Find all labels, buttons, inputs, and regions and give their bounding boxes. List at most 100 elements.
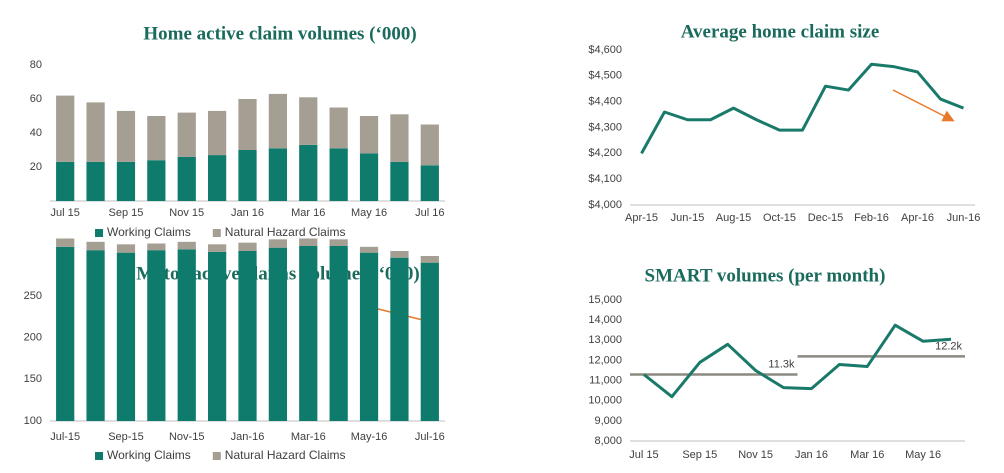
bar-segment <box>238 150 257 201</box>
bar-segment <box>359 153 379 201</box>
y-tick-label: 15,000 <box>588 294 622 306</box>
x-tick-label: Apr-16 <box>901 212 934 224</box>
y-tick-label: $4,100 <box>588 173 622 185</box>
bar-segment <box>86 250 105 421</box>
legend-label: Working Claims <box>107 225 191 239</box>
bar-segment <box>329 246 348 421</box>
legend-swatch <box>95 452 103 460</box>
y-tick-label: 40 <box>30 127 42 139</box>
bar-segment <box>177 241 196 250</box>
legend-swatch <box>212 229 221 237</box>
x-tick-label: Mar 16 <box>850 449 884 461</box>
y-tick-label: 9,000 <box>594 415 622 427</box>
bar-segment <box>390 257 409 421</box>
x-tick-label: Sep 15 <box>109 207 144 219</box>
bar-segment <box>147 116 166 161</box>
bar-segment <box>268 247 287 421</box>
x-tick-label: Oct-15 <box>763 212 796 224</box>
legend-label: Natural Hazard Claims <box>225 448 346 462</box>
line <box>643 323 952 399</box>
x-tick-label: Jan 16 <box>231 207 264 219</box>
bar-segment <box>238 251 257 421</box>
x-tick-label: May 16 <box>905 449 941 461</box>
bar-segment <box>147 250 166 421</box>
bar-segment <box>147 160 166 201</box>
bar-segment <box>116 110 136 162</box>
bar-segment <box>268 93 287 149</box>
legend-swatch <box>212 452 221 460</box>
bar-segment <box>299 238 318 246</box>
bar-segment <box>208 244 227 252</box>
x-tick-label: Jul 15 <box>51 207 80 219</box>
bar-segment <box>116 161 136 201</box>
x-tick-label: Jun-15 <box>671 212 705 224</box>
x-tick-label: Mar 16 <box>291 207 325 219</box>
y-tick-label: 13,000 <box>588 334 622 346</box>
chart-title: SMART volumes (per month) <box>645 265 886 286</box>
bar-segment <box>359 246 379 253</box>
bar-segment <box>420 124 439 166</box>
bar-segment <box>420 262 439 421</box>
bar-segment <box>56 246 75 421</box>
legend-label: Working Claims <box>107 448 191 462</box>
x-tick-label: Apr-15 <box>625 212 658 224</box>
bar-segment <box>177 156 196 201</box>
y-tick-label: $4,500 <box>588 70 622 82</box>
y-tick-label: $4,600 <box>588 44 622 56</box>
x-tick-label: Dec-15 <box>808 212 843 224</box>
y-tick-label: 10,000 <box>588 395 622 407</box>
x-tick-label: Sep-15 <box>108 431 143 443</box>
y-tick-label: 14,000 <box>588 314 622 326</box>
y-tick-label: 8,000 <box>594 435 622 447</box>
x-tick-label: Sep 15 <box>682 449 717 461</box>
bar-segment <box>238 99 257 150</box>
bar-segment <box>116 244 136 253</box>
bar-segment <box>390 161 409 201</box>
legend-swatch <box>95 229 103 237</box>
x-tick-label: Jul 16 <box>415 207 444 219</box>
y-tick-label: 150 <box>24 373 42 385</box>
x-tick-label: Aug-15 <box>716 212 751 224</box>
x-tick-label: May 16 <box>351 207 387 219</box>
bar-segment <box>86 241 105 251</box>
y-tick-label: 250 <box>24 290 42 302</box>
x-tick-label: Jan-16 <box>231 431 265 443</box>
bar-segment <box>299 246 318 421</box>
x-tick-label: Jun-16 <box>947 212 981 224</box>
x-tick-label: Nov 15 <box>169 207 204 219</box>
y-tick-label: 60 <box>30 93 42 105</box>
x-tick-label: Jul-15 <box>50 431 80 443</box>
bar-segment <box>299 144 318 201</box>
y-tick-label: $4,000 <box>588 199 622 211</box>
y-tick-label: 80 <box>30 59 42 71</box>
chart-title: Average home claim size <box>681 21 880 42</box>
y-tick-label: 12,000 <box>588 354 622 366</box>
bar-segment <box>268 148 287 201</box>
y-tick-label: 20 <box>30 161 42 173</box>
bar-segment <box>238 242 257 251</box>
bar-segment <box>359 252 379 421</box>
bar-segment <box>147 243 166 251</box>
bar-segment <box>208 155 227 201</box>
bar-segment <box>86 161 105 201</box>
bar-segment <box>56 95 75 162</box>
bar-segment <box>420 165 439 201</box>
bar-segment <box>299 97 318 145</box>
line <box>640 62 965 155</box>
bar-segment <box>390 114 409 162</box>
y-tick-label: 11,000 <box>589 374 622 386</box>
bar-segment <box>329 239 348 246</box>
x-tick-label: Jul-16 <box>415 431 445 443</box>
trend-arrow <box>892 89 955 122</box>
chart-title: Home active claim volumes (‘000) <box>143 23 416 44</box>
y-tick-label: 200 <box>24 332 42 344</box>
x-tick-label: Feb-16 <box>854 212 889 224</box>
bar-segment <box>390 251 409 258</box>
legend-label: Natural Hazard Claims <box>225 225 346 239</box>
x-tick-label: May-16 <box>351 431 388 443</box>
bar-segment <box>177 249 196 421</box>
bar-segment <box>359 116 379 154</box>
x-tick-label: Nov-15 <box>169 431 204 443</box>
x-tick-label: Jul 15 <box>629 449 658 461</box>
